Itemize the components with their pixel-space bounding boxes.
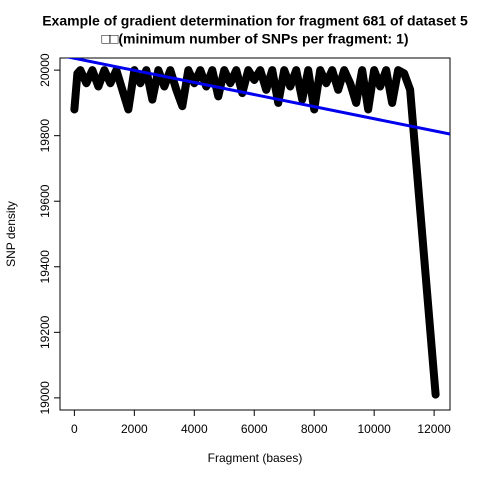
- y-axis-label: SNP density: [4, 201, 18, 267]
- plot-frame: [59, 57, 451, 411]
- x-tick-label: 6000: [241, 422, 268, 436]
- x-axis-label: Fragment (bases): [208, 451, 303, 465]
- y-tick-label: 20000: [38, 53, 52, 87]
- y-tick-label: 19400: [38, 250, 52, 284]
- x-tick-label: 4000: [181, 422, 208, 436]
- x-tick-label: 10000: [357, 422, 391, 436]
- y-tick-label: 19800: [38, 119, 52, 153]
- x-tick-label: 2000: [121, 422, 148, 436]
- x-tick-label: 8000: [301, 422, 328, 436]
- chart-title: Example of gradient determination for fr…: [42, 13, 468, 29]
- y-tick-label: 19200: [38, 315, 52, 349]
- y-tick-label: 19000: [38, 381, 52, 415]
- chart-subtitle: □□(minimum number of SNPs per fragment: …: [101, 31, 408, 47]
- y-tick-label: 19600: [38, 184, 52, 218]
- x-tick-label: 12000: [417, 422, 451, 436]
- x-tick-label: 0: [71, 422, 78, 436]
- series-line: [65, 58, 450, 136]
